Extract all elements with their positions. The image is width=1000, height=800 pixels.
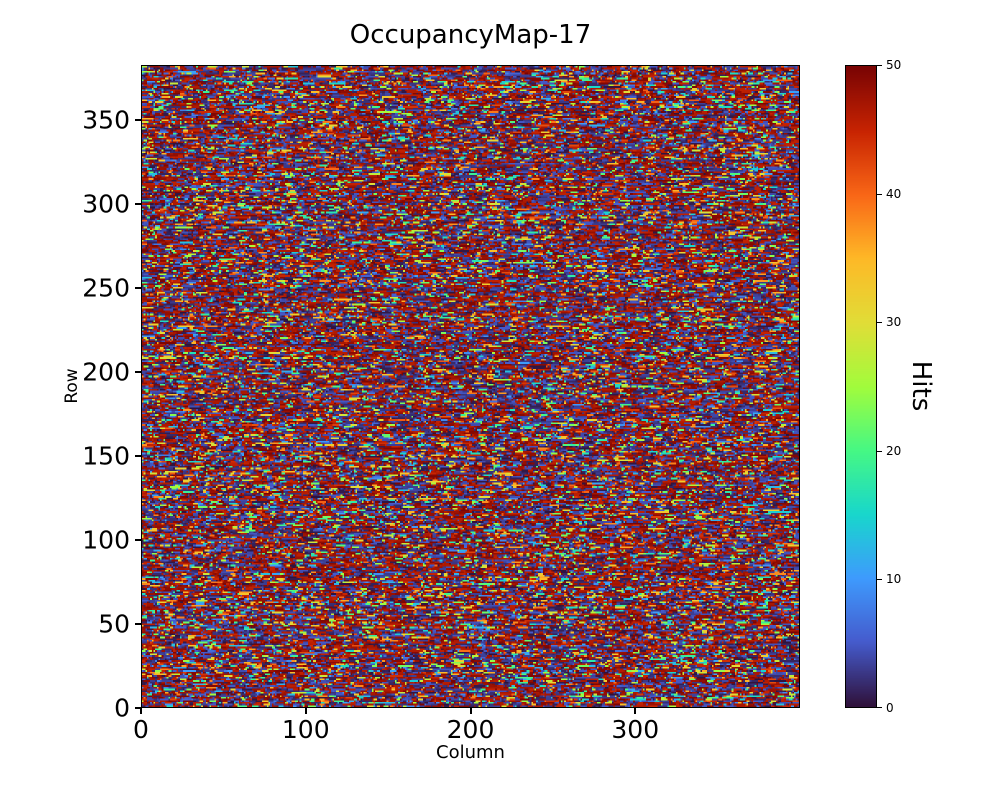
y-tick-mark xyxy=(135,623,141,626)
colorbar-tick-mark xyxy=(877,322,882,324)
y-tick-mark xyxy=(135,707,141,709)
y-tick-label: 0 xyxy=(114,693,130,723)
y-tick-mark xyxy=(135,539,141,542)
colorbar-tick-label: 30 xyxy=(886,315,902,330)
colorbar-tick-mark xyxy=(877,707,882,708)
colorbar-tick-mark xyxy=(877,65,882,66)
colorbar-tick-label: 0 xyxy=(886,701,894,715)
chart-title: OccupancyMap-17 xyxy=(349,20,592,50)
x-tick-label: 300 xyxy=(611,715,660,744)
x-tick-label: 100 xyxy=(281,715,330,744)
colorbar-tick-label: 40 xyxy=(886,186,902,201)
y-tick-mark xyxy=(135,455,141,458)
y-tick-label: 250 xyxy=(82,273,130,303)
colorbar-tick-mark xyxy=(877,193,882,195)
y-tick-label: 50 xyxy=(98,609,130,639)
colorbar-tick-label: 20 xyxy=(886,443,902,458)
colorbar-tick-label: 50 xyxy=(886,58,902,72)
colorbar-label: Hits xyxy=(906,360,936,412)
y-tick-label: 350 xyxy=(82,105,130,135)
y-tick-mark xyxy=(135,287,141,290)
colorbar xyxy=(845,65,877,708)
colorbar-gradient xyxy=(846,66,876,707)
colorbar-tick-mark xyxy=(877,450,882,452)
y-tick-mark xyxy=(135,119,141,122)
y-tick-label: 150 xyxy=(82,441,130,471)
x-tick-label: 0 xyxy=(133,715,149,744)
x-tick-mark xyxy=(304,708,307,714)
x-tick-mark xyxy=(634,708,637,714)
x-tick-label: 200 xyxy=(446,715,495,744)
y-tick-label: 300 xyxy=(82,189,130,219)
y-tick-label: 100 xyxy=(82,525,130,555)
colorbar-tick-mark xyxy=(877,579,882,581)
x-tick-mark xyxy=(140,708,142,714)
colorbar-tick-label: 10 xyxy=(886,572,902,587)
y-tick-label: 200 xyxy=(82,357,130,387)
plot-area xyxy=(141,65,800,708)
y-tick-mark xyxy=(135,371,141,374)
x-axis-label: Column xyxy=(436,742,505,763)
heatmap-image xyxy=(142,66,799,707)
x-tick-mark xyxy=(469,708,472,714)
y-tick-mark xyxy=(135,203,141,206)
